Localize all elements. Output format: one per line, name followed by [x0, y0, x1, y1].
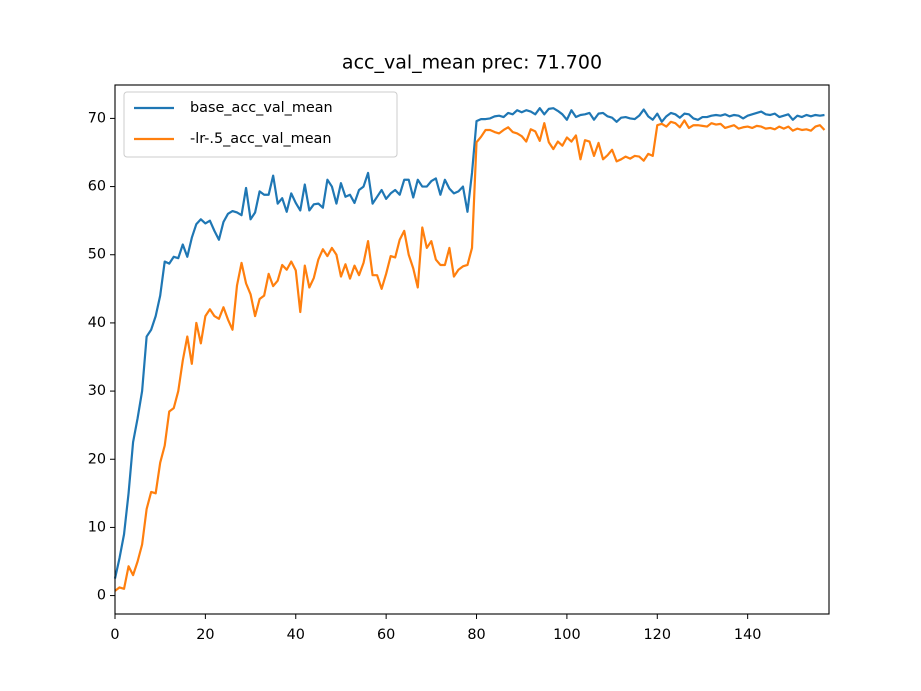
y-tick-label: 20	[88, 451, 106, 467]
legend-label: -lr-.5_acc_val_mean	[190, 131, 331, 147]
x-tick-label: 0	[110, 627, 119, 643]
x-tick-label: 20	[196, 627, 214, 643]
x-tick-label: 100	[553, 627, 580, 643]
y-tick-label: 50	[88, 247, 106, 263]
series-line	[113, 107, 825, 579]
y-tick-label: 60	[88, 179, 106, 195]
plot-frame	[114, 84, 830, 615]
x-tick-label: 120	[644, 627, 671, 643]
x-tick-label: 60	[377, 627, 395, 643]
y-tick-label: 10	[88, 519, 106, 535]
x-tick-label: 140	[734, 627, 761, 643]
legend-box	[123, 91, 398, 158]
y-tick-label: 70	[88, 110, 106, 126]
y-tick-label: 0	[97, 588, 106, 604]
legend-label: base_acc_val_mean	[190, 100, 333, 116]
y-tick-label: 30	[88, 383, 106, 399]
chart-title: acc_val_mean prec: 71.700	[342, 52, 602, 74]
x-tick-label: 40	[287, 627, 305, 643]
series-line	[114, 119, 826, 592]
y-tick-label: 40	[88, 315, 106, 331]
x-tick-label: 80	[467, 627, 485, 643]
